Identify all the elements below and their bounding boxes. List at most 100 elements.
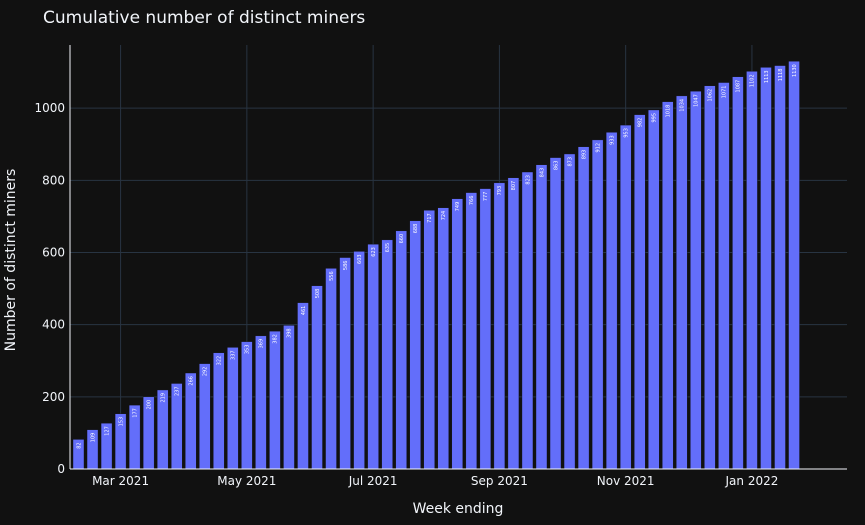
bar — [381, 239, 393, 470]
bar — [690, 90, 702, 470]
bar-value-label: 623 — [371, 247, 377, 257]
bar — [423, 210, 435, 470]
bar-value-label: 1047 — [694, 94, 700, 107]
bar — [549, 157, 562, 470]
bar-value-label: 266 — [189, 376, 195, 386]
x-tick-label: Mar 2021 — [92, 474, 149, 488]
bar — [746, 71, 758, 470]
bar-value-label: 322 — [217, 356, 223, 366]
y-axis-title: Number of distinct miners — [3, 169, 19, 352]
bar-value-label: 382 — [273, 334, 279, 344]
bar — [521, 171, 534, 470]
bar-value-label: 1018 — [666, 105, 672, 118]
x-tick-label: Nov 2021 — [597, 474, 655, 488]
bar-value-label: 508 — [315, 289, 321, 299]
bar-value-label: 1118 — [778, 69, 784, 82]
bar-value-label: 586 — [343, 261, 349, 271]
bar-value-label: 461 — [301, 306, 307, 316]
bar-value-label: 793 — [497, 186, 503, 196]
y-tick-label: 200 — [42, 390, 65, 404]
bar-value-label: 777 — [483, 192, 489, 202]
bar — [507, 177, 520, 470]
bar-value-label: 153 — [118, 417, 124, 427]
bar-value-label: 369 — [259, 339, 265, 349]
bar — [718, 82, 730, 470]
bar-value-label: 109 — [90, 433, 96, 443]
bar — [676, 95, 688, 470]
bar-value-label: 863 — [553, 161, 559, 171]
bar — [732, 76, 744, 470]
bar-value-label: 982 — [638, 118, 644, 128]
bar-value-label: 1034 — [680, 99, 686, 112]
bar — [297, 302, 309, 470]
bar — [437, 207, 449, 470]
bar — [255, 335, 267, 470]
y-tick-label: 400 — [42, 318, 65, 332]
bar — [704, 85, 716, 470]
bar-value-label: 843 — [539, 168, 545, 178]
bar-value-label: 127 — [104, 426, 110, 436]
x-tick-label: Jan 2022 — [725, 474, 779, 488]
bar-value-label: 953 — [623, 128, 629, 138]
bar-value-label: 200 — [146, 400, 152, 410]
bar — [367, 243, 379, 470]
bar-value-label: 219 — [160, 393, 166, 403]
bar — [213, 352, 225, 470]
bar-value-label: 717 — [427, 213, 433, 223]
bar — [648, 109, 660, 470]
bar — [311, 285, 323, 470]
bar-value-label: 1071 — [722, 86, 728, 99]
x-tick-label: Jul 2021 — [348, 474, 398, 488]
bar — [760, 67, 772, 470]
y-tick-label: 800 — [42, 173, 65, 187]
bar — [774, 65, 786, 470]
bar-value-label: 398 — [287, 328, 293, 338]
bar — [283, 325, 295, 470]
bar-value-label: 749 — [455, 202, 461, 212]
bar-value-label: 1102 — [750, 74, 756, 87]
bar-value-label: 893 — [581, 150, 587, 160]
bar-value-label: 635 — [385, 243, 391, 253]
y-tick-labels: 0 200 400 600 800 1000 — [34, 101, 65, 476]
bar-value-label: 292 — [203, 367, 209, 377]
bar — [479, 188, 492, 470]
bar — [353, 251, 365, 470]
bar-value-label: 337 — [231, 350, 237, 360]
y-tick-label: 600 — [42, 245, 65, 259]
bar — [605, 132, 618, 470]
bar-value-label: 556 — [329, 271, 335, 281]
x-tick-label: Sep 2021 — [471, 474, 528, 488]
bar — [199, 363, 211, 470]
bar-value-label: 912 — [595, 143, 601, 153]
bar — [591, 139, 604, 470]
bar-value-label: 603 — [357, 254, 363, 264]
bar — [241, 341, 253, 470]
bar — [662, 101, 674, 470]
bar — [339, 257, 351, 470]
bar-value-label: 82 — [76, 442, 82, 448]
bar — [634, 114, 646, 470]
bar — [269, 330, 281, 470]
bar — [619, 124, 632, 470]
bar — [493, 182, 506, 470]
bar-value-label: 1130 — [792, 64, 798, 77]
axes — [69, 45, 847, 470]
bar-value-label: 688 — [413, 224, 419, 234]
x-axis-title: Week ending — [413, 501, 504, 517]
bar-value-label: 1113 — [764, 70, 770, 83]
bar-value-label: 933 — [609, 135, 615, 145]
x-tick-label: May 2021 — [217, 474, 276, 488]
bar — [577, 146, 590, 470]
bar — [451, 198, 464, 470]
y-tick-label: 1000 — [34, 101, 65, 115]
bar — [409, 220, 421, 470]
bar-value-label: 660 — [399, 234, 405, 244]
chart-title: Cumulative number of distinct miners — [43, 8, 366, 28]
bar — [535, 164, 548, 470]
bar-series: 82 109 127 153 177 200 219 237 266 292 322 337 353 36… — [72, 61, 800, 470]
bar-value-label: 724 — [441, 211, 447, 221]
bar-value-label: 995 — [652, 113, 658, 123]
bar-value-label: 766 — [469, 196, 475, 206]
bar — [465, 192, 478, 470]
